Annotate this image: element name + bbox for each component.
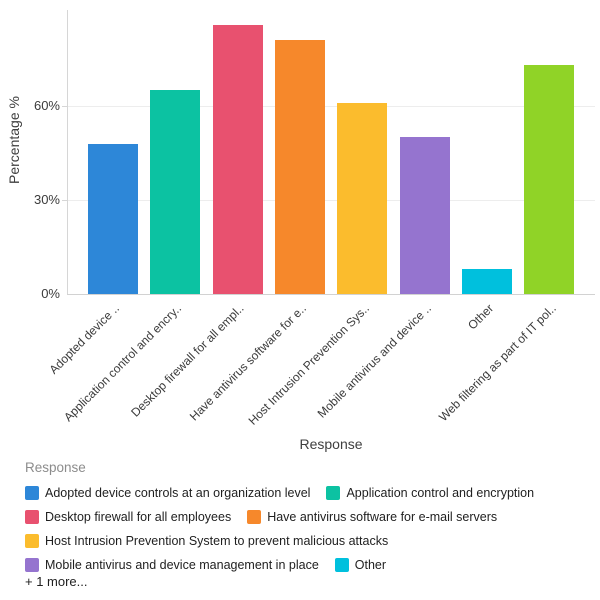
legend-item-label: Host Intrusion Prevention System to prev… <box>45 534 389 548</box>
legend-row: Mobile antivirus and device management i… <box>25 553 550 577</box>
x-tick-label: Have antivirus software for e.. <box>187 301 310 424</box>
x-tick-label: Desktop firewall for all empl.. <box>128 301 247 420</box>
legend-item-label: Desktop firewall for all employees <box>45 510 232 524</box>
legend-item-label: Mobile antivirus and device management i… <box>45 558 319 572</box>
x-axis-title: Response <box>299 436 363 452</box>
bar-7[interactable] <box>524 65 575 294</box>
legend-item-label: Application control and encryption <box>346 486 535 500</box>
legend-swatch <box>326 486 341 500</box>
legend-item-label: Have antivirus software for e-mail serve… <box>267 510 498 524</box>
bar-3[interactable] <box>275 40 325 294</box>
legend-row: Adopted device controls at an organizati… <box>25 481 550 505</box>
legend-item[interactable]: Application control and encryption <box>326 486 534 500</box>
legend-swatch <box>25 534 39 548</box>
gridline <box>67 106 595 107</box>
x-tick-label: Other <box>465 301 497 333</box>
legend-item[interactable]: Other <box>334 558 387 572</box>
y-tick-label: 60% <box>33 98 60 113</box>
bar-4[interactable] <box>337 102 388 294</box>
gridline <box>67 200 595 201</box>
y-tick-label: 0% <box>41 286 60 301</box>
legend-item[interactable]: Desktop firewall for all employees <box>25 510 231 524</box>
bar-0[interactable] <box>88 143 138 294</box>
legend-swatch <box>25 486 39 500</box>
legend-row: Host Intrusion Prevention System to prev… <box>25 529 550 553</box>
legend-item[interactable]: Adopted device controls at an organizati… <box>25 486 310 500</box>
legend-title: Response <box>25 460 86 475</box>
legend-more-link[interactable]: + 1 more... <box>25 574 88 589</box>
x-tick-label: Application control and encry.. <box>61 301 185 425</box>
bar-1[interactable] <box>150 90 201 294</box>
y-tick-label: 30% <box>33 192 60 207</box>
x-tick-label: Mobile antivirus and device .. <box>314 301 434 421</box>
legend-rows: Adopted device controls at an organizati… <box>25 481 550 577</box>
x-tick-label: Web filtering as part of IT pol.. <box>435 301 559 425</box>
legend-swatch <box>334 558 349 572</box>
x-axis-line <box>67 294 595 295</box>
bar-5[interactable] <box>399 137 450 294</box>
y-axis-tick <box>62 106 67 107</box>
legend-item[interactable]: Have antivirus software for e-mail serve… <box>247 510 497 524</box>
plot-area <box>67 10 595 294</box>
legend-item[interactable]: Mobile antivirus and device management i… <box>25 558 319 572</box>
x-tick-label: Host Intrusion Prevention Sys.. <box>245 301 372 428</box>
legend-swatch <box>25 558 39 572</box>
legend-item-label: Other <box>354 558 387 572</box>
legend-swatch <box>25 510 39 524</box>
y-axis-tick <box>62 200 67 201</box>
legend-swatch <box>247 510 262 524</box>
bar-2[interactable] <box>212 24 263 294</box>
y-axis-line <box>67 10 68 295</box>
bar-6[interactable] <box>462 268 512 294</box>
legend-item-label: Adopted device controls at an organizati… <box>45 486 311 500</box>
legend-row: Desktop firewall for all employees Have a… <box>25 505 550 529</box>
legend-item[interactable]: Host Intrusion Prevention System to prev… <box>25 534 388 548</box>
